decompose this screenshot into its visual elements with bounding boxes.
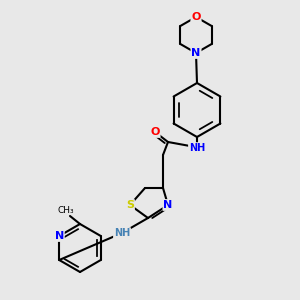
Text: CH₃: CH₃: [58, 206, 74, 215]
Text: O: O: [191, 12, 201, 22]
Text: NH: NH: [189, 143, 205, 153]
Text: N: N: [55, 231, 64, 241]
Text: NH: NH: [114, 228, 130, 238]
Text: N: N: [191, 48, 201, 58]
Text: S: S: [126, 200, 134, 210]
Text: O: O: [150, 127, 160, 137]
Text: N: N: [164, 200, 172, 210]
